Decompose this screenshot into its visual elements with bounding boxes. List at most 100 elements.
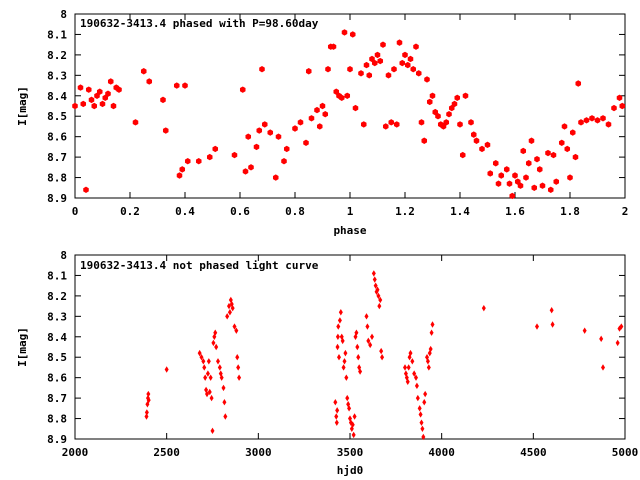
data-point (534, 155, 540, 163)
data-point (341, 364, 346, 371)
data-point (550, 151, 557, 159)
data-point (448, 104, 455, 112)
y-tick-label: 8.5 (47, 110, 67, 123)
data-point (418, 411, 423, 418)
x-tick-label: 0.8 (285, 205, 305, 218)
data-point (575, 80, 582, 87)
data-point (343, 349, 348, 357)
data-point (214, 343, 219, 351)
data-point (319, 102, 326, 110)
data-point (205, 390, 209, 398)
y-axis-label: I[mag] (16, 327, 29, 367)
data-point (428, 345, 433, 353)
data-point (531, 184, 538, 191)
data-point (459, 151, 466, 159)
data-point (94, 92, 100, 99)
data-point (503, 166, 510, 173)
data-point (132, 119, 139, 126)
y-tick-label: 8.2 (47, 49, 67, 62)
data-point (206, 153, 213, 161)
data-point (184, 158, 191, 165)
data-point (615, 339, 620, 347)
data-point (385, 72, 392, 79)
data-point (176, 172, 183, 179)
data-point (160, 96, 166, 104)
data-point (425, 358, 430, 365)
y-tick-label: 8.6 (47, 372, 67, 385)
data-points (72, 29, 626, 200)
y-tick-label: 8.4 (47, 90, 67, 103)
data-point (567, 174, 573, 181)
x-tick-label: 1 (347, 205, 354, 218)
x-axis-label: phase (333, 224, 366, 237)
data-point (210, 427, 215, 435)
y-tick-label: 8 (60, 8, 67, 21)
data-point (102, 94, 109, 102)
data-point (236, 364, 241, 371)
y-tick-label: 8.4 (47, 331, 67, 344)
data-point (80, 100, 87, 108)
data-point (162, 127, 169, 134)
data-point (517, 182, 524, 189)
data-point (407, 55, 414, 63)
data-point (520, 147, 527, 155)
data-point (164, 366, 169, 373)
data-point (435, 113, 441, 120)
data-point (351, 431, 356, 439)
data-point (611, 104, 617, 112)
data-point (402, 51, 408, 59)
data-point (91, 102, 98, 110)
data-point (281, 158, 287, 165)
y-tick-label: 8.5 (47, 351, 67, 364)
data-point (316, 123, 323, 130)
data-point (414, 374, 418, 381)
data-point (182, 82, 188, 89)
data-point (209, 394, 214, 402)
data-point (335, 407, 340, 414)
data-point (335, 343, 340, 351)
data-point (350, 421, 355, 428)
y-tick-label: 8.1 (47, 28, 67, 41)
data-point (514, 178, 521, 185)
x-tick-label: 0.6 (230, 205, 250, 218)
unphased-light-curve-panel: 2000 2500 3000 3500 4000 4500 5000 8 8.1 8.2 8.3 8.… (16, 249, 638, 477)
data-point (377, 302, 382, 310)
data-point (337, 317, 342, 324)
data-point (423, 390, 428, 398)
data-point (572, 153, 579, 161)
data-point (340, 337, 345, 345)
data-point (333, 399, 338, 406)
data-point (206, 358, 211, 365)
data-point (388, 119, 395, 126)
data-point (419, 419, 424, 426)
data-point (107, 78, 114, 85)
data-point (414, 382, 419, 390)
data-point (217, 364, 222, 371)
data-point (366, 72, 373, 79)
data-point (211, 339, 216, 347)
data-point (222, 399, 227, 406)
data-point (451, 100, 458, 108)
data-point (582, 327, 587, 334)
data-point (429, 92, 436, 99)
data-point (105, 90, 111, 97)
data-point (404, 61, 411, 69)
y-tick-label: 8.8 (47, 172, 67, 185)
data-point (371, 270, 376, 277)
data-point (146, 390, 151, 398)
data-point (481, 304, 486, 312)
data-point (77, 84, 84, 91)
data-point (374, 51, 381, 59)
data-point (498, 172, 505, 179)
y-tick-label: 8.6 (47, 131, 67, 144)
data-point (344, 92, 351, 99)
x-tick-label: 0 (72, 205, 79, 218)
data-point (415, 70, 422, 77)
data-point (583, 117, 590, 124)
data-point (495, 180, 502, 187)
data-point (363, 61, 370, 69)
data-point (358, 70, 364, 77)
data-point (83, 186, 89, 194)
data-point (600, 115, 606, 122)
